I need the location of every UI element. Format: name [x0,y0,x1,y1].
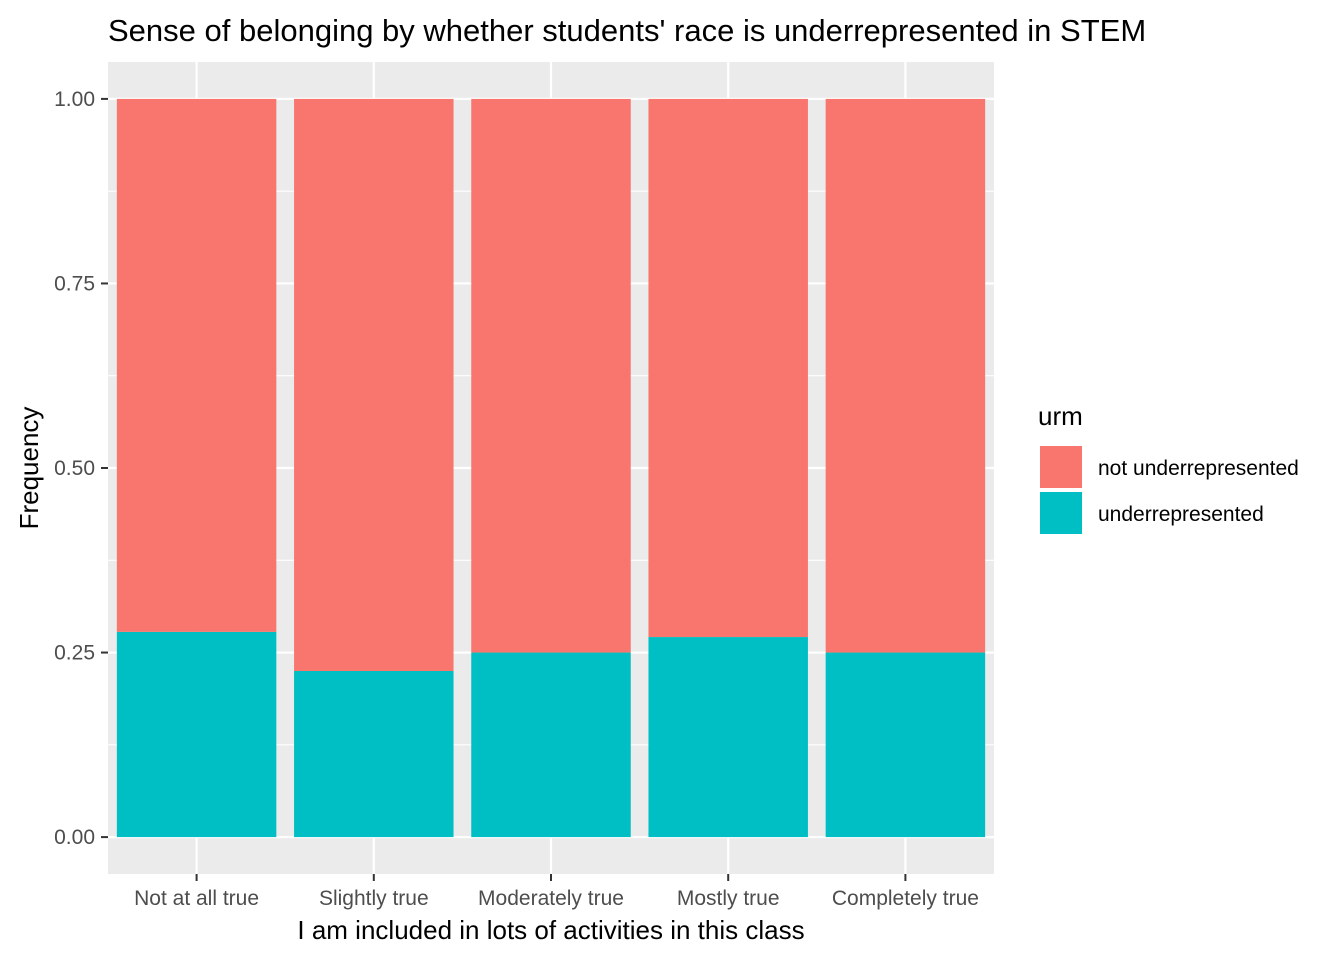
x-tick-label: Slightly true [319,887,429,910]
y-axis: 0.00 0.25 0.50 0.75 1.00 [54,88,108,849]
y-tick-label: 1.00 [54,88,95,111]
bar-segment [825,98,986,653]
y-tick-label: 0.25 [54,642,95,665]
legend-title: urm [1038,401,1083,431]
bar-segment [471,652,631,838]
x-tick-label: Completely true [832,887,979,910]
x-axis-title: I am included in lots of activities in t… [297,915,804,945]
x-tick-label: Mostly true [677,887,780,910]
bar-segment [116,98,277,632]
legend-label: underrepresented [1098,503,1264,526]
bar-segment [471,98,631,653]
x-tick-label: Not at all true [134,887,259,910]
y-tick-label: 0.00 [54,826,95,849]
legend-label: not underrepresented [1098,457,1299,480]
legend-swatch [1040,446,1082,488]
bar-segment [648,637,808,838]
x-axis: Not at all true Slightly true Moderately t… [134,874,979,910]
bar-segment [294,671,454,838]
chart-title: Sense of belonging by whether students' … [108,13,1146,48]
bars [116,98,986,838]
y-tick-label: 0.50 [54,457,95,480]
legend: urm not underrepresented underrepresented [1038,401,1299,536]
x-tick-label: Moderately true [478,887,624,910]
legend-swatch [1040,492,1082,534]
y-axis-title: Frequency [14,407,44,530]
y-tick-label: 0.75 [54,272,95,295]
bar-segment [294,98,454,672]
bar-segment [825,652,986,838]
bar-segment [116,631,277,838]
bar-segment [648,98,808,638]
